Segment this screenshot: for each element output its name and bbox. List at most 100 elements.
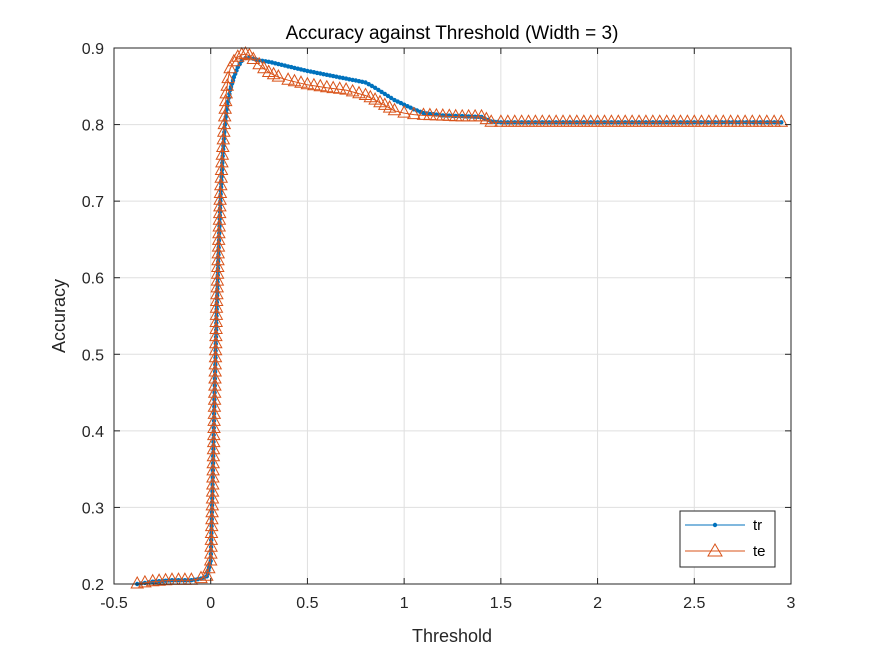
point-te: [209, 293, 224, 306]
plot-area: [114, 48, 791, 584]
point-te: [210, 273, 225, 286]
point-te: [218, 101, 233, 114]
point-te: [494, 114, 508, 127]
point-te: [206, 448, 221, 462]
x-tick-label: 2: [593, 595, 602, 612]
point-te: [569, 114, 584, 127]
point-te: [206, 427, 221, 441]
point-te: [774, 114, 789, 127]
point-te: [130, 575, 145, 589]
point-te: [632, 114, 646, 127]
point-te: [332, 81, 347, 94]
point-te: [583, 114, 598, 127]
point-te: [666, 114, 681, 127]
point-tr: [379, 89, 384, 95]
point-te: [604, 114, 619, 127]
point-te: [208, 335, 223, 349]
y-tick-label: 0.3: [82, 500, 104, 517]
point-te: [208, 356, 223, 370]
point-te: [514, 114, 529, 127]
point-te: [204, 532, 219, 545]
point-te: [673, 114, 688, 127]
point-te: [287, 73, 302, 87]
chart-title: Accuracy against Threshold (Width = 3): [286, 23, 619, 44]
point-te: [535, 114, 550, 127]
point-te: [246, 51, 261, 64]
point-tr: [266, 59, 271, 64]
point-te: [209, 328, 223, 342]
point-te: [208, 378, 222, 391]
point-te: [207, 413, 221, 426]
x-tick-label: 0: [206, 595, 215, 612]
y-tick-label: 0.4: [82, 424, 104, 441]
point-tr: [231, 74, 237, 80]
point-te: [618, 114, 633, 127]
series-te: [130, 46, 789, 589]
point-te: [590, 114, 605, 127]
point-te: [680, 114, 695, 127]
point-te: [207, 399, 222, 412]
point-te: [281, 72, 295, 85]
x-axis-label: Threshold: [412, 626, 492, 646]
point-te: [223, 60, 237, 74]
point-te: [730, 114, 745, 127]
point-te: [205, 497, 220, 511]
point-te: [528, 114, 543, 127]
y-tick-label: 0.2: [82, 577, 104, 594]
point-te: [210, 279, 225, 293]
point-te: [625, 114, 639, 127]
point-tr: [347, 77, 352, 82]
point-te: [214, 162, 229, 175]
point-te: [213, 192, 227, 205]
x-tick-label: -0.5: [100, 595, 128, 612]
point-te: [701, 114, 716, 127]
point-te: [205, 490, 220, 504]
point-te: [339, 82, 353, 95]
point-te: [213, 185, 228, 198]
point-te: [205, 484, 220, 497]
point-te: [659, 114, 674, 127]
y-axis-label: Accuracy: [49, 279, 69, 353]
point-te: [227, 53, 241, 67]
point-tr: [321, 72, 326, 77]
point-tr: [292, 65, 297, 71]
point-tr: [376, 87, 381, 93]
point-te: [211, 239, 226, 252]
point-tr: [305, 68, 310, 74]
point-te: [206, 469, 220, 483]
point-te: [217, 116, 232, 130]
point-te: [205, 511, 219, 525]
series-layer: [130, 46, 789, 589]
point-tr: [279, 62, 284, 67]
point-te: [207, 392, 222, 405]
point-te: [207, 420, 221, 433]
point-te: [208, 342, 223, 356]
point-te: [507, 114, 522, 127]
point-te: [300, 76, 315, 90]
point-te: [206, 462, 220, 476]
point-te: [194, 570, 208, 584]
legend-marker-te: [707, 543, 723, 557]
legend-label-tr: tr: [753, 517, 762, 534]
legend: tr te: [679, 510, 776, 568]
point-te: [206, 455, 221, 469]
point-te: [217, 108, 232, 122]
point-te: [206, 434, 221, 448]
point-te: [345, 83, 360, 97]
point-te: [387, 102, 402, 116]
point-te: [212, 212, 227, 225]
point-te: [326, 80, 341, 94]
point-tr: [401, 102, 407, 107]
point-te: [221, 70, 235, 84]
point-te: [208, 370, 222, 384]
point-tr: [360, 79, 365, 85]
point-te: [199, 568, 214, 581]
point-te: [210, 266, 225, 279]
point-te: [448, 108, 463, 122]
x-tick-label: 2.5: [683, 595, 705, 612]
legend-marker-tr: [712, 522, 718, 528]
point-te: [213, 177, 228, 191]
point-te: [209, 307, 224, 320]
point-te: [203, 552, 218, 566]
